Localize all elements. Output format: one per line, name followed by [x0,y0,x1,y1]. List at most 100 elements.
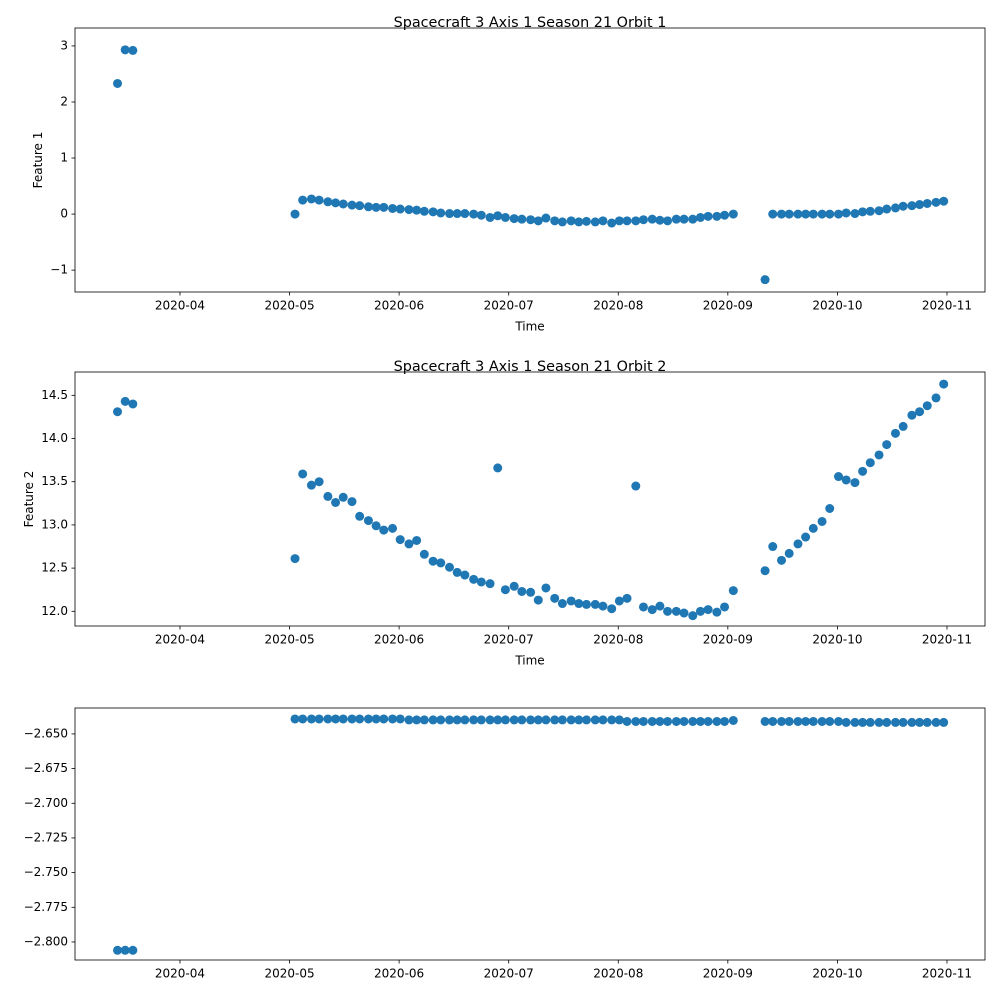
data-point [703,211,713,221]
data-point [768,716,778,726]
data-point [517,214,527,224]
data-point [355,201,365,211]
data-point [355,714,365,724]
data-point [768,542,778,552]
y-axis-label: Feature 1 [31,132,45,189]
y-tick-label: −2.700 [24,796,68,810]
data-point [801,716,811,726]
data-point [647,716,657,726]
data-point [834,472,844,482]
data-point [850,478,860,488]
data-point [476,210,486,220]
data-point [338,492,348,502]
data-point [590,715,600,725]
y-tick-label: −2.725 [24,830,68,844]
data-point [614,596,624,606]
data-point [638,215,648,225]
data-point [323,197,333,207]
data-point [688,611,698,621]
data-point [363,516,373,526]
data-point [428,556,438,566]
data-point [526,715,536,725]
y-tick-label: −2.675 [24,761,68,775]
data-point [655,601,665,611]
data-point [517,586,527,596]
data-point [825,504,835,514]
data-point [379,714,389,724]
y-tick-label: 12.5 [41,561,68,575]
data-point [865,458,875,468]
data-point [541,213,551,223]
data-point [493,211,503,221]
data-point [671,716,681,726]
data-point [436,715,446,725]
data-point [395,535,405,545]
data-point [793,209,803,219]
data-point [915,407,925,417]
data-point [395,714,405,724]
data-point [533,595,543,605]
data-point [679,214,689,224]
y-axis-label: Feature 2 [22,471,36,528]
data-point [323,491,333,501]
data-point [363,714,373,724]
x-tick-label: 2020-08 [593,967,643,981]
data-point [898,201,908,211]
data-point [890,203,900,213]
data-point [728,715,738,725]
data-point [817,716,827,726]
x-tick-label: 2020-06 [374,299,424,313]
data-point [631,481,641,491]
data-point [841,208,851,218]
data-point [395,204,405,214]
data-point [801,209,811,219]
data-point [298,714,308,724]
data-point [404,205,414,215]
data-point [760,566,770,576]
data-point [720,602,730,612]
data-point [120,45,130,55]
data-point [647,605,657,615]
data-point [574,715,584,725]
data-point [598,715,608,725]
data-point [614,216,624,226]
data-point [460,715,470,725]
data-point [865,717,875,727]
data-point [882,440,892,450]
data-point [460,570,470,580]
y-tick-label: −1 [50,263,68,277]
x-tick-label: 2020-09 [703,299,753,313]
data-point [557,715,567,725]
data-point [331,714,341,724]
data-point [347,200,357,210]
x-tick-label: 2020-09 [703,967,753,981]
data-point [931,717,941,727]
x-tick-label: 2020-11 [922,633,972,647]
data-point [371,521,381,531]
x-tick-label: 2020-10 [812,299,862,313]
data-point [388,714,398,724]
data-point [347,497,357,507]
data-point [931,197,941,207]
data-point [841,717,851,727]
data-point [590,599,600,609]
data-point [412,535,422,545]
x-tick-label: 2020-07 [484,299,534,313]
data-point [550,593,560,603]
data-point [939,379,949,389]
data-point [679,716,689,726]
y-tick-label: 14.0 [41,431,68,445]
data-point [469,574,479,584]
y-tick-label: −2.800 [24,934,68,948]
data-point [784,548,794,558]
data-point [614,715,624,725]
x-tick-label: 2020-07 [484,633,534,647]
data-point [922,401,932,411]
x-tick-label: 2020-05 [264,633,314,647]
data-point [793,716,803,726]
data-point [679,608,689,618]
data-point [113,945,123,955]
plot-frame [74,371,986,627]
x-tick-label: 2020-05 [264,299,314,313]
